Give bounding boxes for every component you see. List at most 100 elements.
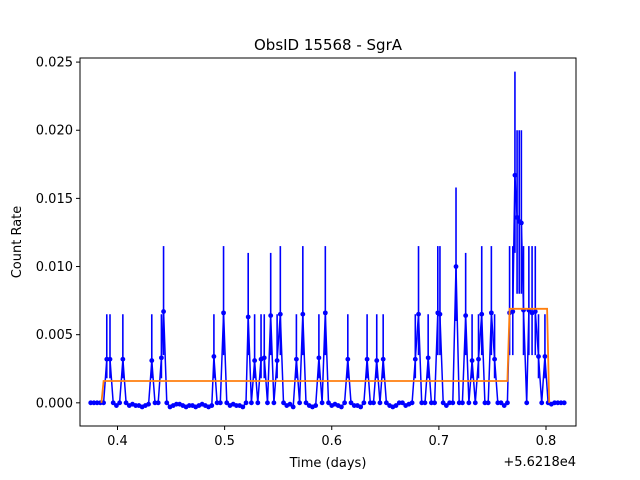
data-point xyxy=(358,404,364,410)
data-point xyxy=(476,356,481,362)
data-point xyxy=(374,358,380,363)
data-point xyxy=(463,313,469,318)
data-point xyxy=(319,400,325,406)
data-point xyxy=(107,356,113,362)
data-point xyxy=(217,400,223,406)
x-axis-offset-label: +5.6218e4 xyxy=(503,455,576,470)
data-point xyxy=(123,400,129,406)
data-point xyxy=(293,356,299,362)
data-point xyxy=(422,400,428,406)
y-tick-label: 0.000 xyxy=(36,396,73,411)
data-point xyxy=(466,400,472,406)
data-point xyxy=(268,313,274,318)
data-point xyxy=(117,400,123,406)
data-point xyxy=(488,310,494,316)
y-tick-label: 0.015 xyxy=(36,192,73,207)
x-tick-label: 0.4 xyxy=(107,434,128,449)
y-axis: 0.000 0.005 0.010 0.015 0.020 0.025 xyxy=(36,56,80,411)
x-axis: 0.4 0.5 0.6 0.7 0.8 xyxy=(107,426,556,449)
data-point xyxy=(303,400,309,406)
data-point xyxy=(510,309,516,314)
data-point xyxy=(221,310,226,316)
data-point xyxy=(261,355,267,361)
data-point xyxy=(287,401,293,407)
data-point xyxy=(460,400,465,406)
data-point xyxy=(211,354,217,359)
data-point xyxy=(345,356,351,362)
data-point xyxy=(155,400,161,406)
data-point xyxy=(146,401,151,407)
data-point xyxy=(110,400,116,406)
x-tick-label: 0.7 xyxy=(429,434,450,449)
data-point xyxy=(393,403,399,408)
data-point xyxy=(472,400,478,406)
data-point xyxy=(380,356,386,362)
x-axis-label: Time (days) xyxy=(289,456,367,471)
data-point xyxy=(281,400,286,406)
data-point xyxy=(245,314,251,320)
data-point xyxy=(469,358,475,363)
plot-frame xyxy=(79,57,577,427)
data-point xyxy=(505,400,510,406)
data-point xyxy=(240,404,246,410)
data-point xyxy=(322,310,328,316)
data-point xyxy=(161,309,166,314)
data-point xyxy=(252,358,258,363)
data-point xyxy=(164,400,170,406)
data-point xyxy=(249,400,254,406)
data-point xyxy=(453,264,459,269)
data-point xyxy=(383,400,389,406)
data-point xyxy=(443,403,449,408)
data-point xyxy=(342,400,348,406)
data-point xyxy=(277,311,283,317)
data-point xyxy=(271,400,277,406)
data-point xyxy=(377,400,383,406)
data-point xyxy=(432,400,437,406)
data-point xyxy=(159,355,164,361)
data-point xyxy=(313,403,319,408)
data-point xyxy=(479,311,485,317)
data-point xyxy=(290,404,296,410)
data-point xyxy=(400,400,405,406)
data-point xyxy=(114,403,119,408)
data-point xyxy=(412,356,418,362)
data-point xyxy=(514,215,520,220)
plot-area xyxy=(88,71,567,410)
plot-series-group xyxy=(88,71,567,410)
data-point xyxy=(338,404,344,410)
data-point xyxy=(274,358,280,363)
x-tick-label: 0.5 xyxy=(214,434,235,449)
y-tick-label: 0.010 xyxy=(36,260,73,275)
data-point xyxy=(501,403,507,408)
data-point xyxy=(255,400,261,406)
chart-title: ObsID 15568 - SgrA xyxy=(254,36,403,54)
data-point xyxy=(209,403,215,408)
data-point xyxy=(371,400,376,406)
data-point xyxy=(326,400,331,406)
data-point xyxy=(425,355,431,361)
x-tick-label: 0.8 xyxy=(536,434,557,449)
data-point xyxy=(450,400,456,406)
data-point xyxy=(492,356,497,362)
series-line-orange-step xyxy=(100,307,551,403)
data-point xyxy=(149,358,155,363)
data-point xyxy=(518,220,524,226)
y-tick-label: 0.020 xyxy=(36,124,73,139)
data-point xyxy=(536,354,541,359)
data-point xyxy=(316,355,322,361)
data-point xyxy=(364,356,370,362)
data-point xyxy=(224,400,230,406)
data-point xyxy=(561,400,567,406)
data-point xyxy=(409,400,415,406)
data-point xyxy=(243,400,249,406)
data-point xyxy=(512,172,518,178)
x-tick-label: 0.6 xyxy=(321,434,342,449)
y-tick-label: 0.005 xyxy=(36,328,73,343)
data-point xyxy=(361,400,367,406)
data-point xyxy=(297,400,303,406)
data-point xyxy=(440,400,446,406)
data-point xyxy=(437,311,443,317)
